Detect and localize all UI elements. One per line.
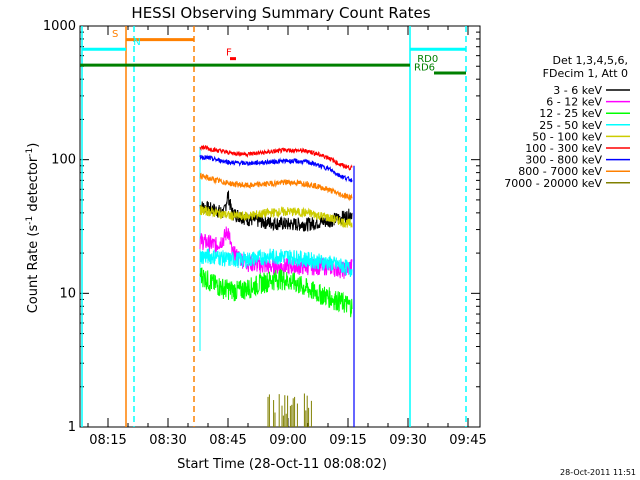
y-tick-label: 1 xyxy=(68,420,76,435)
x-tick-label: 09:45 xyxy=(449,433,486,448)
chart-title: HESSI Observing Summary Count Rates xyxy=(131,4,430,22)
series-7000-20000-kev xyxy=(267,393,312,427)
x-axis-label: Start Time (28-Oct-11 08:08:02) xyxy=(177,457,387,472)
legend-label: 12 - 25 keV xyxy=(539,107,602,120)
y-tick-label: 100 xyxy=(51,153,76,168)
legend-label: 6 - 12 keV xyxy=(546,96,602,109)
y-axis-label: Count Rate (s-1 detector-1) xyxy=(25,143,41,314)
plot-frame xyxy=(79,25,481,428)
series-300-800-kev xyxy=(199,154,353,183)
series-12-25-kev xyxy=(199,267,353,318)
x-tick-label: 09:15 xyxy=(329,433,366,448)
flag-label-s: S xyxy=(112,29,118,40)
flag-label-n: N xyxy=(133,37,140,48)
series-25-50-kev xyxy=(199,247,353,278)
legend-label: 100 - 300 keV xyxy=(525,142,602,155)
legend-label: 50 - 100 keV xyxy=(532,130,602,143)
legend-title-line-2: FDecim 1, Att 0 xyxy=(543,67,628,80)
flag-label-f: F xyxy=(226,48,232,59)
legend-label: 800 - 7000 keV xyxy=(518,165,602,178)
y-tick-label: 1000 xyxy=(43,19,76,34)
x-tick-label: 09:00 xyxy=(269,433,306,448)
flag-label-rd6: RD6 xyxy=(414,62,435,73)
legend-label: 3 - 6 keV xyxy=(553,84,602,97)
y-tick-label: 10 xyxy=(59,286,76,301)
x-tick-label: 08:15 xyxy=(89,433,126,448)
x-tick-label: 08:30 xyxy=(149,433,186,448)
footer-timestamp: 28-Oct-2011 11:51 xyxy=(560,468,636,477)
legend-title-line-1: Det 1,3,4,5,6, xyxy=(552,54,628,67)
plot-area: 1 10 100 1000 08:15 08:30 08:45 09:00 09:15 09:30… xyxy=(43,19,487,448)
series-50-100-kev xyxy=(199,204,353,229)
x-tick-label: 09:30 xyxy=(389,433,426,448)
legend-label: 7000 - 20000 keV xyxy=(504,177,602,190)
x-tick-label: 08:45 xyxy=(209,433,246,448)
legend-label: 25 - 50 keV xyxy=(539,119,602,132)
series-100-300-kev xyxy=(199,144,353,171)
flag-label-rd0: RD0 xyxy=(417,54,438,65)
series-800-7000-kev xyxy=(199,172,353,202)
legend-label: 300 - 800 keV xyxy=(525,154,602,167)
